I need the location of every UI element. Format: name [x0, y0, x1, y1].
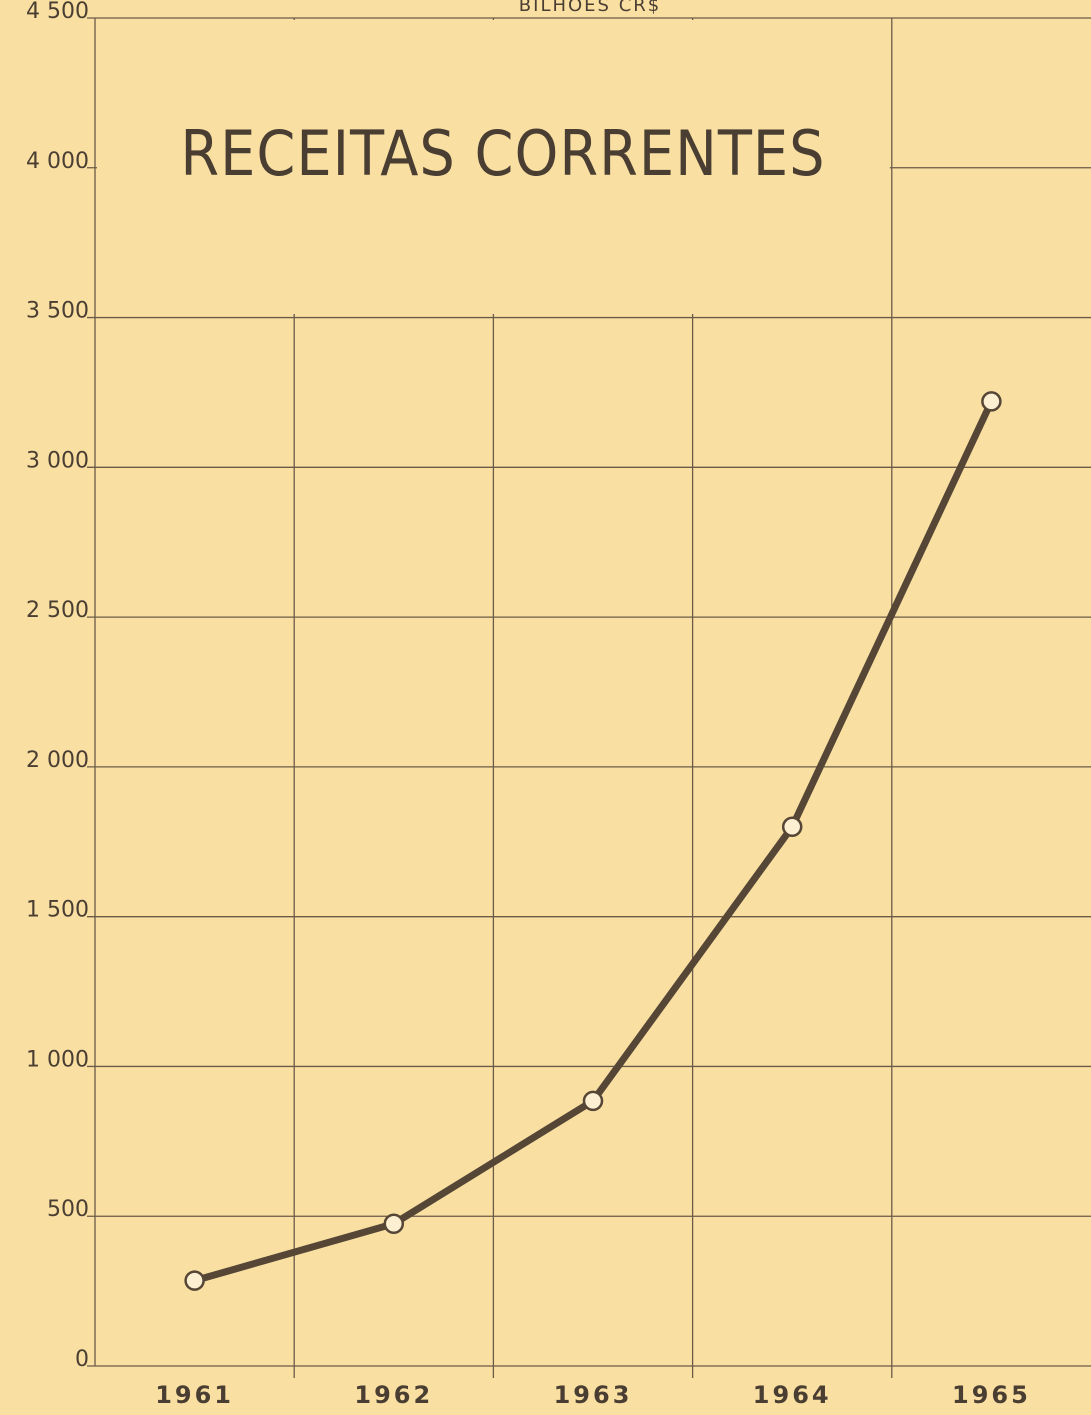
line-series: [191, 397, 995, 1285]
y-tick-label: 4 000: [26, 149, 89, 174]
point-marker: [582, 1090, 604, 1112]
y-tick-label: 1 500: [26, 898, 89, 923]
x-tick-label: 1963: [554, 1381, 633, 1409]
y-tick-label: 2 500: [26, 598, 89, 623]
y-tick-label: 3 000: [26, 448, 89, 473]
y-axis-label: BILHÕES CR$: [519, 0, 661, 16]
chart-title: RECEITAS CORRENTES: [180, 117, 825, 190]
y-tick-label: 4 500: [26, 0, 89, 24]
point-marker: [981, 391, 1002, 412]
y-tick-label: 500: [47, 1197, 89, 1222]
x-tick-label: 1965: [952, 1381, 1031, 1409]
x-tick-label: 1964: [753, 1381, 832, 1409]
y-tick-label: 0: [75, 1347, 89, 1372]
point-marker: [781, 816, 803, 838]
y-tick-label: 3 500: [26, 299, 89, 324]
x-tick-label: 1962: [354, 1381, 433, 1409]
point-marker: [184, 1270, 205, 1291]
point-marker: [383, 1213, 405, 1234]
x-tick-label: 1961: [155, 1381, 234, 1409]
y-tick-label: 2 000: [26, 748, 89, 773]
title-box: [97, 20, 890, 314]
y-tick-label: 1 000: [26, 1047, 89, 1072]
